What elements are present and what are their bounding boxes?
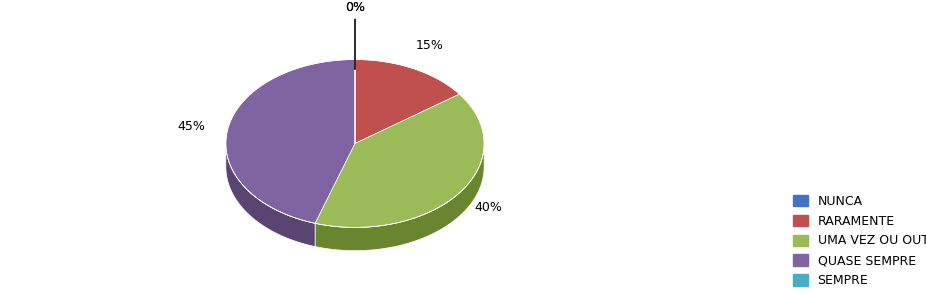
Text: 15%: 15% xyxy=(416,39,444,52)
Polygon shape xyxy=(226,59,355,223)
Polygon shape xyxy=(226,144,315,247)
Polygon shape xyxy=(355,59,459,144)
Legend: NUNCA, RARAMENTE, UMA VEZ OU OUTRA, QUASE SEMPRE, SEMPRE: NUNCA, RARAMENTE, UMA VEZ OU OUTRA, QUAS… xyxy=(788,190,926,292)
Polygon shape xyxy=(315,144,484,251)
Text: 40%: 40% xyxy=(475,202,503,215)
Text: 0%: 0% xyxy=(345,1,365,69)
Polygon shape xyxy=(315,94,484,227)
Text: 0%: 0% xyxy=(345,1,365,69)
Text: 45%: 45% xyxy=(178,120,206,133)
